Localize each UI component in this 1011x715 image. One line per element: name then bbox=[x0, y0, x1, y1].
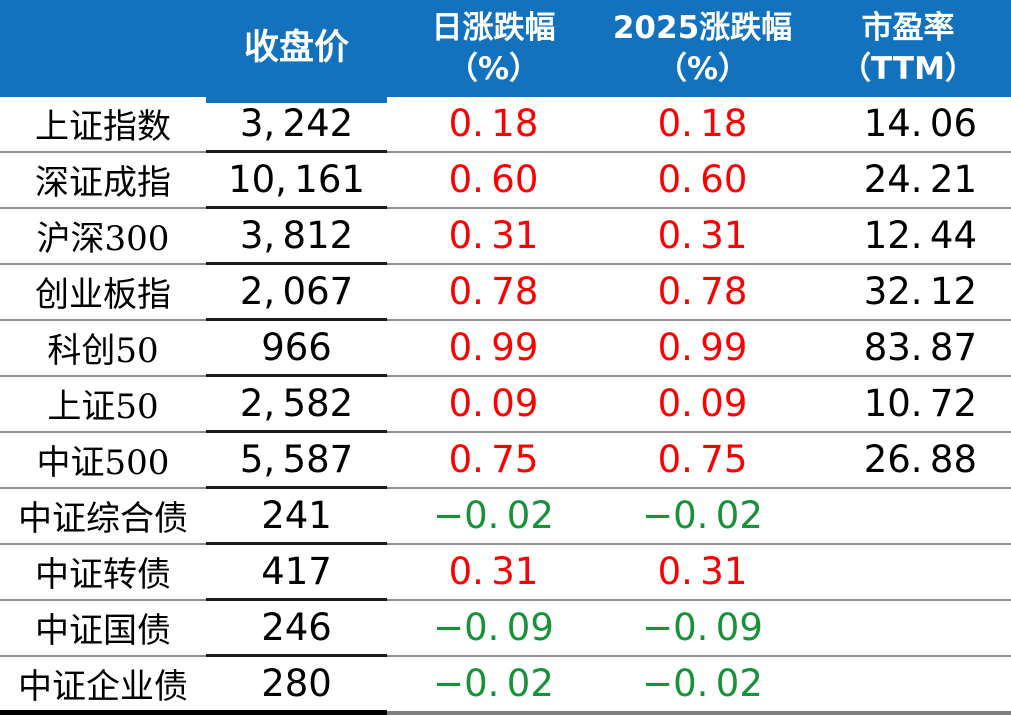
pe-ratio-cell bbox=[805, 487, 1011, 545]
close-price-cell: 241 bbox=[206, 487, 387, 545]
header-pe-ratio-label: 市盈率 bbox=[861, 9, 955, 46]
daily-change-cell: 0. 99 bbox=[387, 319, 600, 377]
pe-ratio-cell: 24. 21 bbox=[805, 151, 1011, 209]
header-pe-ratio: 市盈率 （TTM） bbox=[805, 0, 1011, 97]
pe-ratio-cell: 26. 88 bbox=[805, 431, 1011, 489]
table-row: 科创50 966 0. 99 0. 99 83. 87 bbox=[0, 319, 1011, 377]
daily-change-cell: 0. 18 bbox=[387, 97, 600, 153]
ytd-change-cell: −0. 02 bbox=[600, 487, 805, 545]
header-row: 收盘价 日涨跌幅 （%） 2025涨跌幅 （%） 市盈率 （TTM） bbox=[0, 0, 1011, 103]
daily-change-cell: 0. 75 bbox=[387, 431, 600, 489]
index-name-cell: 上证50 bbox=[0, 375, 206, 433]
table-row: 沪深300 3, 812 0. 31 0. 31 12. 44 bbox=[0, 207, 1011, 265]
daily-change-cell: −0. 02 bbox=[387, 487, 600, 545]
index-name-cell: 上证指数 bbox=[0, 97, 206, 153]
ytd-change-cell: 0. 75 bbox=[600, 431, 805, 489]
ytd-change-cell: −0. 09 bbox=[600, 599, 805, 657]
table-row: 深证成指 10, 161 0. 60 0. 60 24. 21 bbox=[0, 151, 1011, 209]
header-daily-change-unit: （%） bbox=[446, 50, 541, 87]
ytd-change-cell: 0. 31 bbox=[600, 207, 805, 265]
close-price-cell: 280 bbox=[206, 655, 387, 715]
header-ytd-change-label: 2025涨跌幅 bbox=[612, 9, 793, 46]
pe-ratio-cell: 14. 06 bbox=[805, 97, 1011, 153]
ytd-change-cell: 0. 31 bbox=[600, 543, 805, 601]
index-name-cell: 创业板指 bbox=[0, 263, 206, 321]
daily-change-cell: 0. 78 bbox=[387, 263, 600, 321]
pe-ratio-cell bbox=[805, 543, 1011, 601]
header-close-price-label: 收盘价 bbox=[243, 28, 349, 69]
table-row: 中证转债 417 0. 31 0. 31 bbox=[0, 543, 1011, 601]
daily-change-cell: −0. 09 bbox=[387, 599, 600, 657]
close-price-cell: 2, 067 bbox=[206, 263, 387, 321]
close-price-cell: 5, 587 bbox=[206, 431, 387, 489]
index-name-cell: 中证企业债 bbox=[0, 655, 206, 715]
close-price-cell: 2, 582 bbox=[206, 375, 387, 433]
index-name-cell: 科创50 bbox=[0, 319, 206, 377]
close-price-cell: 10, 161 bbox=[206, 151, 387, 209]
close-price-cell: 3, 242 bbox=[206, 97, 387, 153]
ytd-change-cell: 0. 99 bbox=[600, 319, 805, 377]
header-close-price: 收盘价 bbox=[206, 0, 387, 103]
close-price-cell: 246 bbox=[206, 599, 387, 657]
header-ytd-change-unit: （%） bbox=[655, 50, 750, 87]
index-name-cell: 沪深300 bbox=[0, 207, 206, 265]
daily-change-cell: 0. 60 bbox=[387, 151, 600, 209]
index-name-cell: 中证500 bbox=[0, 431, 206, 489]
daily-change-cell: 0. 31 bbox=[387, 543, 600, 601]
header-daily-change-label: 日涨跌幅 bbox=[431, 9, 556, 46]
table-header: 收盘价 日涨跌幅 （%） 2025涨跌幅 （%） 市盈率 （TTM） bbox=[0, 0, 1011, 103]
close-price-cell: 417 bbox=[206, 543, 387, 601]
ytd-change-cell: 0. 60 bbox=[600, 151, 805, 209]
close-price-cell: 3, 812 bbox=[206, 207, 387, 265]
header-index-name bbox=[0, 0, 206, 97]
header-pe-ratio-unit: （TTM） bbox=[840, 50, 976, 87]
ytd-change-cell: 0. 78 bbox=[600, 263, 805, 321]
pe-ratio-cell: 10. 72 bbox=[805, 375, 1011, 433]
daily-change-cell: −0. 02 bbox=[387, 655, 600, 715]
table-row: 上证50 2, 582 0. 09 0. 09 10. 72 bbox=[0, 375, 1011, 433]
pe-ratio-cell: 83. 87 bbox=[805, 319, 1011, 377]
index-name-cell: 深证成指 bbox=[0, 151, 206, 209]
pe-ratio-cell: 12. 44 bbox=[805, 207, 1011, 265]
header-ytd-change: 2025涨跌幅 （%） bbox=[600, 0, 805, 97]
pe-ratio-cell: 32. 12 bbox=[805, 263, 1011, 321]
index-name-cell: 中证综合债 bbox=[0, 487, 206, 545]
ytd-change-cell: −0. 02 bbox=[600, 655, 805, 715]
daily-change-cell: 0. 31 bbox=[387, 207, 600, 265]
daily-change-cell: 0. 09 bbox=[387, 375, 600, 433]
index-name-cell: 中证国债 bbox=[0, 599, 206, 657]
table-body: 上证指数 3, 242 0. 18 0. 18 14. 06 深证成指 10, … bbox=[0, 97, 1011, 715]
pe-ratio-cell bbox=[805, 655, 1011, 715]
table-row: 中证500 5, 587 0. 75 0. 75 26. 88 bbox=[0, 431, 1011, 489]
table-row: 创业板指 2, 067 0. 78 0. 78 32. 12 bbox=[0, 263, 1011, 321]
pe-ratio-cell bbox=[805, 599, 1011, 657]
table-row: 中证综合债 241 −0. 02 −0. 02 bbox=[0, 487, 1011, 545]
table-row: 中证国债 246 −0. 09 −0. 09 bbox=[0, 599, 1011, 657]
index-name-cell: 中证转债 bbox=[0, 543, 206, 601]
table-row: 中证企业债 280 −0. 02 −0. 02 bbox=[0, 655, 1011, 715]
close-price-cell: 966 bbox=[206, 319, 387, 377]
ytd-change-cell: 0. 18 bbox=[600, 97, 805, 153]
header-daily-change: 日涨跌幅 （%） bbox=[387, 0, 600, 97]
table-row: 上证指数 3, 242 0. 18 0. 18 14. 06 bbox=[0, 97, 1011, 153]
ytd-change-cell: 0. 09 bbox=[600, 375, 805, 433]
